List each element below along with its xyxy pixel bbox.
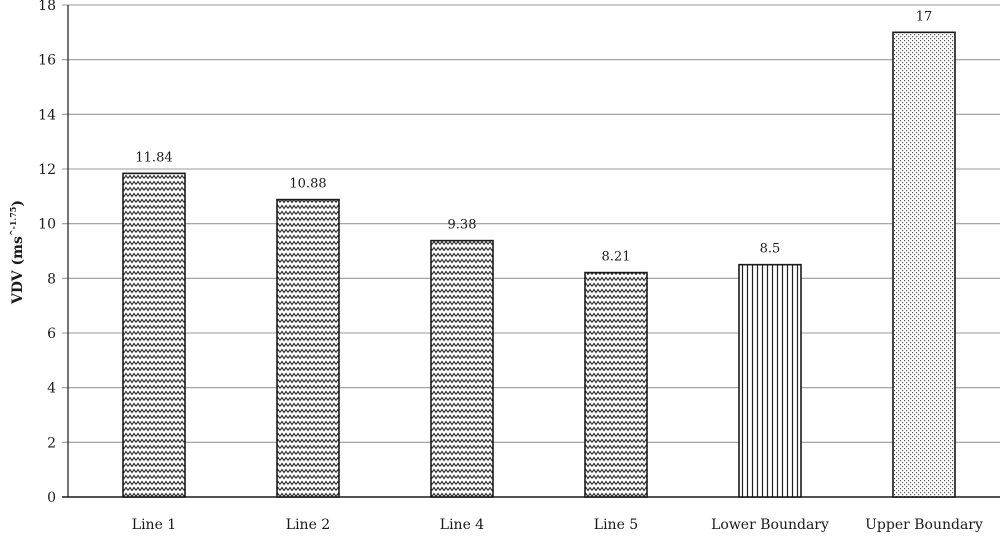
y-tick-label: 12 <box>38 162 56 178</box>
y-axis-label: VDV (ms^-1.75) <box>8 200 26 305</box>
category-label: Lower Boundary <box>711 517 829 533</box>
data-labels: 11.84 10.88 9.38 8.21 8.5 17 <box>135 9 932 264</box>
y-tick-label: 16 <box>38 53 56 69</box>
bar-line-5 <box>584 271 648 498</box>
bars <box>122 31 956 498</box>
y-axis-tick-labels: 0 2 4 6 8 10 12 14 16 18 <box>38 0 56 506</box>
data-label: 9.38 <box>448 218 477 233</box>
y-tick-label: 8 <box>47 271 56 287</box>
data-label: 8.21 <box>602 250 631 265</box>
bar-line-1 <box>122 172 186 498</box>
y-tick-label: 10 <box>38 217 56 233</box>
category-label: Line 1 <box>132 517 176 533</box>
category-label: Line 5 <box>594 517 638 533</box>
y-tick-label: 18 <box>38 0 56 14</box>
y-tick-label: 2 <box>47 435 56 451</box>
bar-line-2 <box>276 198 340 498</box>
data-label: 10.88 <box>289 177 326 192</box>
bar-upper-boundary <box>892 31 956 498</box>
grid-lines <box>62 4 1000 498</box>
data-label: 17 <box>916 9 933 24</box>
data-label: 11.84 <box>135 150 172 165</box>
category-label: Line 4 <box>440 517 485 533</box>
y-tick-label: 14 <box>38 107 56 123</box>
bar-line-4 <box>430 239 494 498</box>
y-tick-label: 4 <box>47 381 56 397</box>
bar-lower-boundary <box>738 263 802 498</box>
x-axis-category-labels: Line 1 Line 2 Line 4 Line 5 Lower Boundary Up… <box>132 517 983 533</box>
category-label: Upper Boundary <box>865 517 983 533</box>
y-tick-label: 0 <box>47 490 56 506</box>
category-label: Line 2 <box>286 517 330 533</box>
data-label: 8.5 <box>760 242 781 257</box>
y-tick-label: 6 <box>47 326 56 342</box>
